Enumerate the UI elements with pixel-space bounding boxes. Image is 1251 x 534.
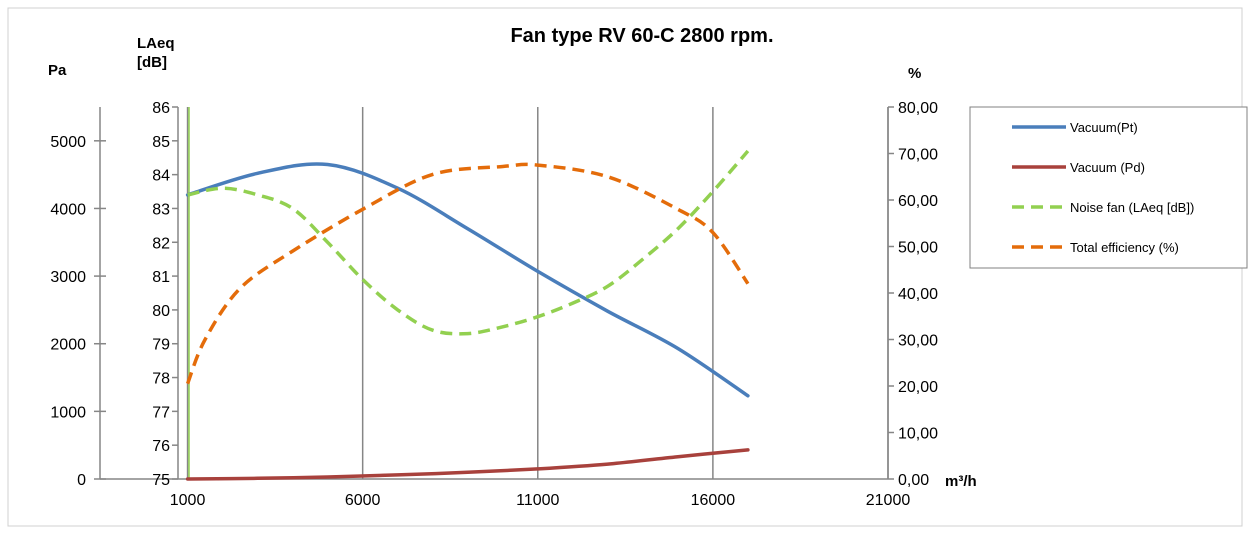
y-db-tick-label: 75 <box>152 472 170 489</box>
y-pa-tick-label: 3000 <box>50 269 86 286</box>
grid-lines <box>186 107 889 479</box>
series-line-vacuum-pt <box>185 162 750 398</box>
y-db-tick-label: 82 <box>152 235 170 252</box>
y-db-tick-label: 86 <box>152 100 170 117</box>
y-db-tick-label: 77 <box>152 404 170 421</box>
y-pa-tick-label: 5000 <box>50 134 86 151</box>
y-axis-db-unit-line2: [dB] <box>137 54 167 71</box>
x-tick-label: 16000 <box>691 492 736 509</box>
y-pa-tick-label: 4000 <box>50 201 86 218</box>
y-pct-tick-label: 20,00 <box>898 379 938 396</box>
x-tick-label: 11000 <box>516 492 559 509</box>
y-db-tick-label: 85 <box>152 134 170 151</box>
legend-label-vacuum-pd: Vacuum (Pd) <box>1070 160 1145 175</box>
axes <box>94 106 894 480</box>
y-pa-tick-label: 1000 <box>50 404 86 421</box>
y-axis-pa-unit: Pa <box>48 62 67 79</box>
x-axis-unit: m³/h <box>945 473 977 490</box>
series-lines <box>185 149 750 481</box>
legend-label-total-efficiency: Total efficiency (%) <box>1070 240 1179 255</box>
series-line-vacuum-pd <box>185 448 750 481</box>
y-pct-tick-label: 10,00 <box>898 426 938 443</box>
y-pct-tick-label: 70,00 <box>898 147 938 164</box>
y-pct-tick-label: 0,00 <box>898 472 929 489</box>
y-pa-tick-label: 0 <box>77 472 86 489</box>
y-db-tick-label: 83 <box>152 201 170 218</box>
legend-label-noise-fan-laeq-db: Noise fan (LAeq [dB]) <box>1070 200 1194 215</box>
legend-box <box>969 106 1248 269</box>
y-db-tick-label: 76 <box>152 438 170 455</box>
y-axis-db-unit-line1: LAeq <box>137 35 175 52</box>
y-pct-tick-label: 30,00 <box>898 333 938 350</box>
x-tick-label: 1000 <box>170 492 206 509</box>
legend-label-vacuum-pt: Vacuum(Pt) <box>1070 120 1138 135</box>
series-line-noise-fan-laeq-db <box>187 149 750 336</box>
y-axis-pct-unit: % <box>908 65 921 82</box>
y-pct-tick-label: 40,00 <box>898 286 938 303</box>
y-db-tick-label: 84 <box>152 168 170 185</box>
chart-title: Fan type RV 60-C 2800 rpm. <box>510 25 773 47</box>
tick-labels: 1000 6000 11000 16000 21000 0 1000 2000 3000 4000… <box>50 100 938 509</box>
x-tick-label: 6000 <box>345 492 381 509</box>
y-db-tick-label: 81 <box>152 269 170 286</box>
y-pct-tick-label: 80,00 <box>898 100 938 117</box>
legend: Vacuum(Pt) Vacuum (Pd) Noise fan (LAeq [dB… <box>969 106 1248 269</box>
y-db-tick-label: 80 <box>152 303 170 320</box>
y-pa-tick-label: 2000 <box>50 337 86 354</box>
y-pct-tick-label: 60,00 <box>898 193 938 210</box>
series-line-total-efficiency <box>185 162 750 385</box>
y-pct-tick-label: 50,00 <box>898 240 938 257</box>
legend-items: Vacuum(Pt) Vacuum (Pd) Noise fan (LAeq [dB… <box>1012 120 1194 255</box>
x-tick-label: 21000 <box>866 492 911 509</box>
y-db-tick-label: 79 <box>152 337 170 354</box>
y-db-tick-label: 78 <box>152 371 170 388</box>
